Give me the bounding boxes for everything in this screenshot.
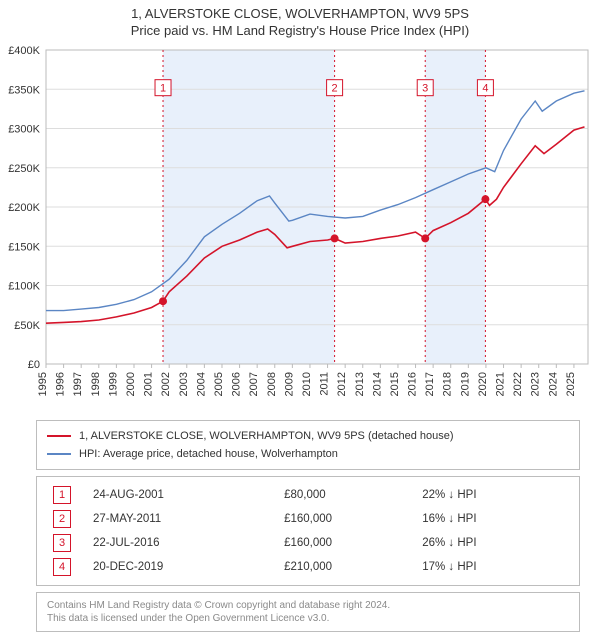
x-tick-label: 2005 [213, 372, 225, 396]
table-row: 1 24-AUG-2001£80,00022% ↓ HPI [47, 483, 569, 507]
data-point [159, 297, 167, 305]
legend-swatch [47, 435, 71, 437]
event-date: 22-JUL-2016 [87, 531, 278, 555]
y-tick-label: £250K [8, 163, 40, 175]
x-tick-label: 2015 [389, 372, 401, 396]
event-delta: 26% ↓ HPI [416, 531, 569, 555]
x-tick-label: 2017 [424, 372, 436, 396]
legend-row: HPI: Average price, detached house, Wolv… [47, 445, 569, 463]
x-tick-label: 2002 [160, 372, 172, 396]
x-tick-label: 2007 [248, 372, 260, 396]
legend-row: 1, ALVERSTOKE CLOSE, WOLVERHAMPTON, WV9 … [47, 427, 569, 445]
x-tick-label: 2013 [354, 372, 366, 396]
x-tick-label: 2008 [266, 372, 278, 396]
event-date: 24-AUG-2001 [87, 483, 278, 507]
event-number-box: 3 [53, 534, 71, 552]
event-price: £210,000 [278, 555, 416, 579]
y-tick-label: £100K [8, 281, 40, 293]
legend-label: HPI: Average price, detached house, Wolv… [79, 448, 338, 460]
y-tick-label: £300K [8, 124, 40, 136]
data-point [331, 234, 339, 242]
legend: 1, ALVERSTOKE CLOSE, WOLVERHAMPTON, WV9 … [36, 420, 580, 470]
x-tick-label: 2025 [565, 372, 577, 396]
footer-line2: This data is licensed under the Open Gov… [47, 612, 569, 625]
x-tick-label: 2010 [301, 372, 313, 396]
x-tick-label: 2016 [407, 372, 419, 396]
x-tick-label: 2024 [547, 372, 559, 396]
event-price: £160,000 [278, 531, 416, 555]
event-marker-label: 2 [332, 83, 338, 95]
x-tick-label: 1997 [72, 372, 84, 396]
events-table: 1 24-AUG-2001£80,00022% ↓ HPI 2 27-MAY-2011… [36, 476, 580, 586]
table-row: 2 27-MAY-2011£160,00016% ↓ HPI [47, 507, 569, 531]
y-tick-label: £0 [28, 359, 40, 371]
y-tick-label: £350K [8, 84, 40, 96]
table-row: 3 22-JUL-2016£160,00026% ↓ HPI [47, 531, 569, 555]
x-tick-label: 2019 [459, 372, 471, 396]
data-point [481, 195, 489, 203]
event-date: 20-DEC-2019 [87, 555, 278, 579]
x-tick-label: 2011 [319, 372, 331, 396]
table-row: 4 20-DEC-2019£210,00017% ↓ HPI [47, 555, 569, 579]
y-tick-label: £150K [8, 241, 40, 253]
legend-label: 1, ALVERSTOKE CLOSE, WOLVERHAMPTON, WV9 … [79, 430, 454, 442]
x-tick-label: 2001 [143, 372, 155, 396]
x-tick-label: 1995 [37, 372, 49, 396]
event-price: £80,000 [278, 483, 416, 507]
event-delta: 16% ↓ HPI [416, 507, 569, 531]
chart: 1 2 3 4 £0 £50K £100K £150K £200K £250K £300K £350K… [0, 42, 600, 412]
x-tick-label: 2009 [283, 372, 295, 396]
y-tick-label: £400K [8, 45, 40, 57]
footer-attribution: Contains HM Land Registry data © Crown c… [36, 592, 580, 632]
event-delta: 17% ↓ HPI [416, 555, 569, 579]
event-delta: 22% ↓ HPI [416, 483, 569, 507]
event-price: £160,000 [278, 507, 416, 531]
x-tick-label: 1998 [90, 372, 102, 396]
data-point [421, 234, 429, 242]
event-marker-label: 1 [160, 83, 166, 95]
x-tick-label: 2003 [178, 372, 190, 396]
title-line2: Price paid vs. HM Land Registry's House … [0, 23, 600, 38]
event-number-box: 4 [53, 558, 71, 576]
x-tick-label: 1999 [107, 372, 119, 396]
y-tick-label: £50K [14, 320, 40, 332]
title-line1: 1, ALVERSTOKE CLOSE, WOLVERHAMPTON, WV9 … [0, 6, 600, 21]
x-tick-label: 2000 [125, 372, 137, 396]
event-number-box: 1 [53, 486, 71, 504]
x-tick-label: 2014 [371, 372, 383, 396]
event-marker-label: 3 [422, 83, 428, 95]
footer-line1: Contains HM Land Registry data © Crown c… [47, 599, 569, 612]
x-tick-label: 2023 [530, 372, 542, 396]
x-tick-label: 2022 [512, 372, 524, 396]
x-tick-label: 2021 [495, 372, 507, 396]
x-tick-label: 2004 [195, 372, 207, 396]
chart-titles: 1, ALVERSTOKE CLOSE, WOLVERHAMPTON, WV9 … [0, 0, 600, 42]
y-tick-label: £200K [8, 202, 40, 214]
event-date: 27-MAY-2011 [87, 507, 278, 531]
x-tick-label: 1996 [55, 372, 67, 396]
event-marker-label: 4 [482, 83, 488, 95]
event-number-box: 2 [53, 510, 71, 528]
x-tick-label: 2020 [477, 372, 489, 396]
x-tick-label: 2012 [336, 372, 348, 396]
legend-swatch [47, 453, 71, 455]
line-chart-svg: 1 2 3 4 £0 £50K £100K £150K £200K £250K £300K £350K… [0, 42, 600, 412]
x-tick-label: 2018 [442, 372, 454, 396]
x-tick-label: 2006 [231, 372, 243, 396]
